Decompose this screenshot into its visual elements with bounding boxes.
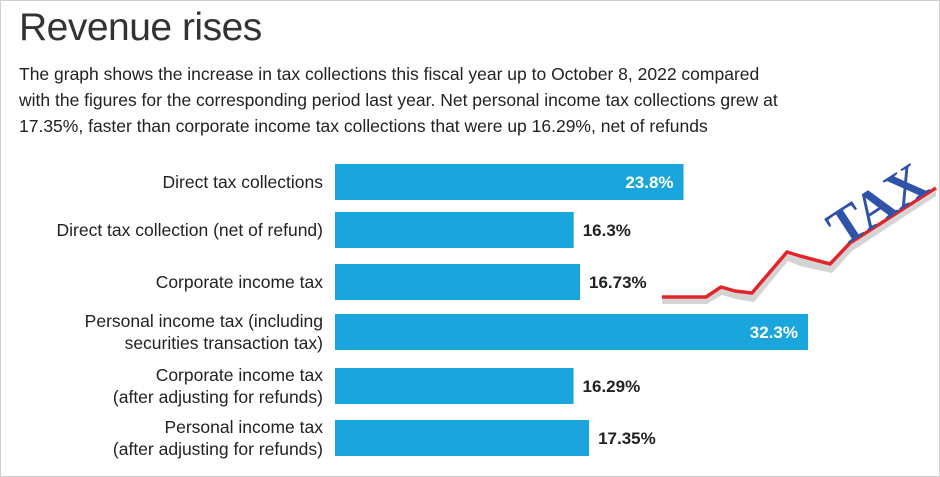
- subtitle-line-3: 17.35%, faster than corporate income tax…: [19, 116, 708, 136]
- category-label-6-line-2: (after adjusting for refunds): [113, 439, 323, 459]
- data-label-3: 16.73%: [589, 273, 647, 292]
- bar-4: [335, 314, 808, 350]
- data-label-2: 16.3%: [583, 221, 631, 240]
- subtitle-line-2: with the figures for the corresponding p…: [19, 90, 778, 110]
- bars-layer: 23.8% Direct tax collections 16.3% Direct t…: [56, 164, 808, 459]
- category-label-4-line-1: Personal income tax (including: [85, 311, 323, 331]
- subtitle-line-1: The graph shows the increase in tax coll…: [19, 64, 760, 84]
- category-label-1-line-1: Direct tax collections: [163, 172, 324, 192]
- data-label-6: 17.35%: [598, 429, 656, 448]
- category-label-3-line-1: Corporate income tax: [156, 272, 324, 292]
- chart-title: Revenue rises: [19, 6, 262, 49]
- bar-5: [335, 368, 574, 404]
- data-label-5: 16.29%: [583, 377, 641, 396]
- tax-trend-decoration: TAX: [662, 153, 937, 304]
- category-label-6-line-1: Personal income tax: [164, 417, 323, 437]
- bar-2: [335, 212, 574, 248]
- category-label-5-line-2: (after adjusting for refunds): [113, 387, 323, 407]
- data-label-1: 23.8%: [625, 173, 673, 192]
- bar-3: [335, 264, 580, 300]
- trend-line: [662, 186, 937, 299]
- category-label-2-line-1: Direct tax collection (net of refund): [56, 220, 323, 240]
- category-label-5-line-1: Corporate income tax: [156, 365, 324, 385]
- tax-word-graphic: TAX: [817, 153, 937, 259]
- bar-1: [335, 164, 684, 200]
- bar-6: [335, 420, 590, 456]
- category-label-4-line-2: securities transaction tax): [125, 333, 323, 353]
- data-label-4: 32.3%: [750, 323, 798, 342]
